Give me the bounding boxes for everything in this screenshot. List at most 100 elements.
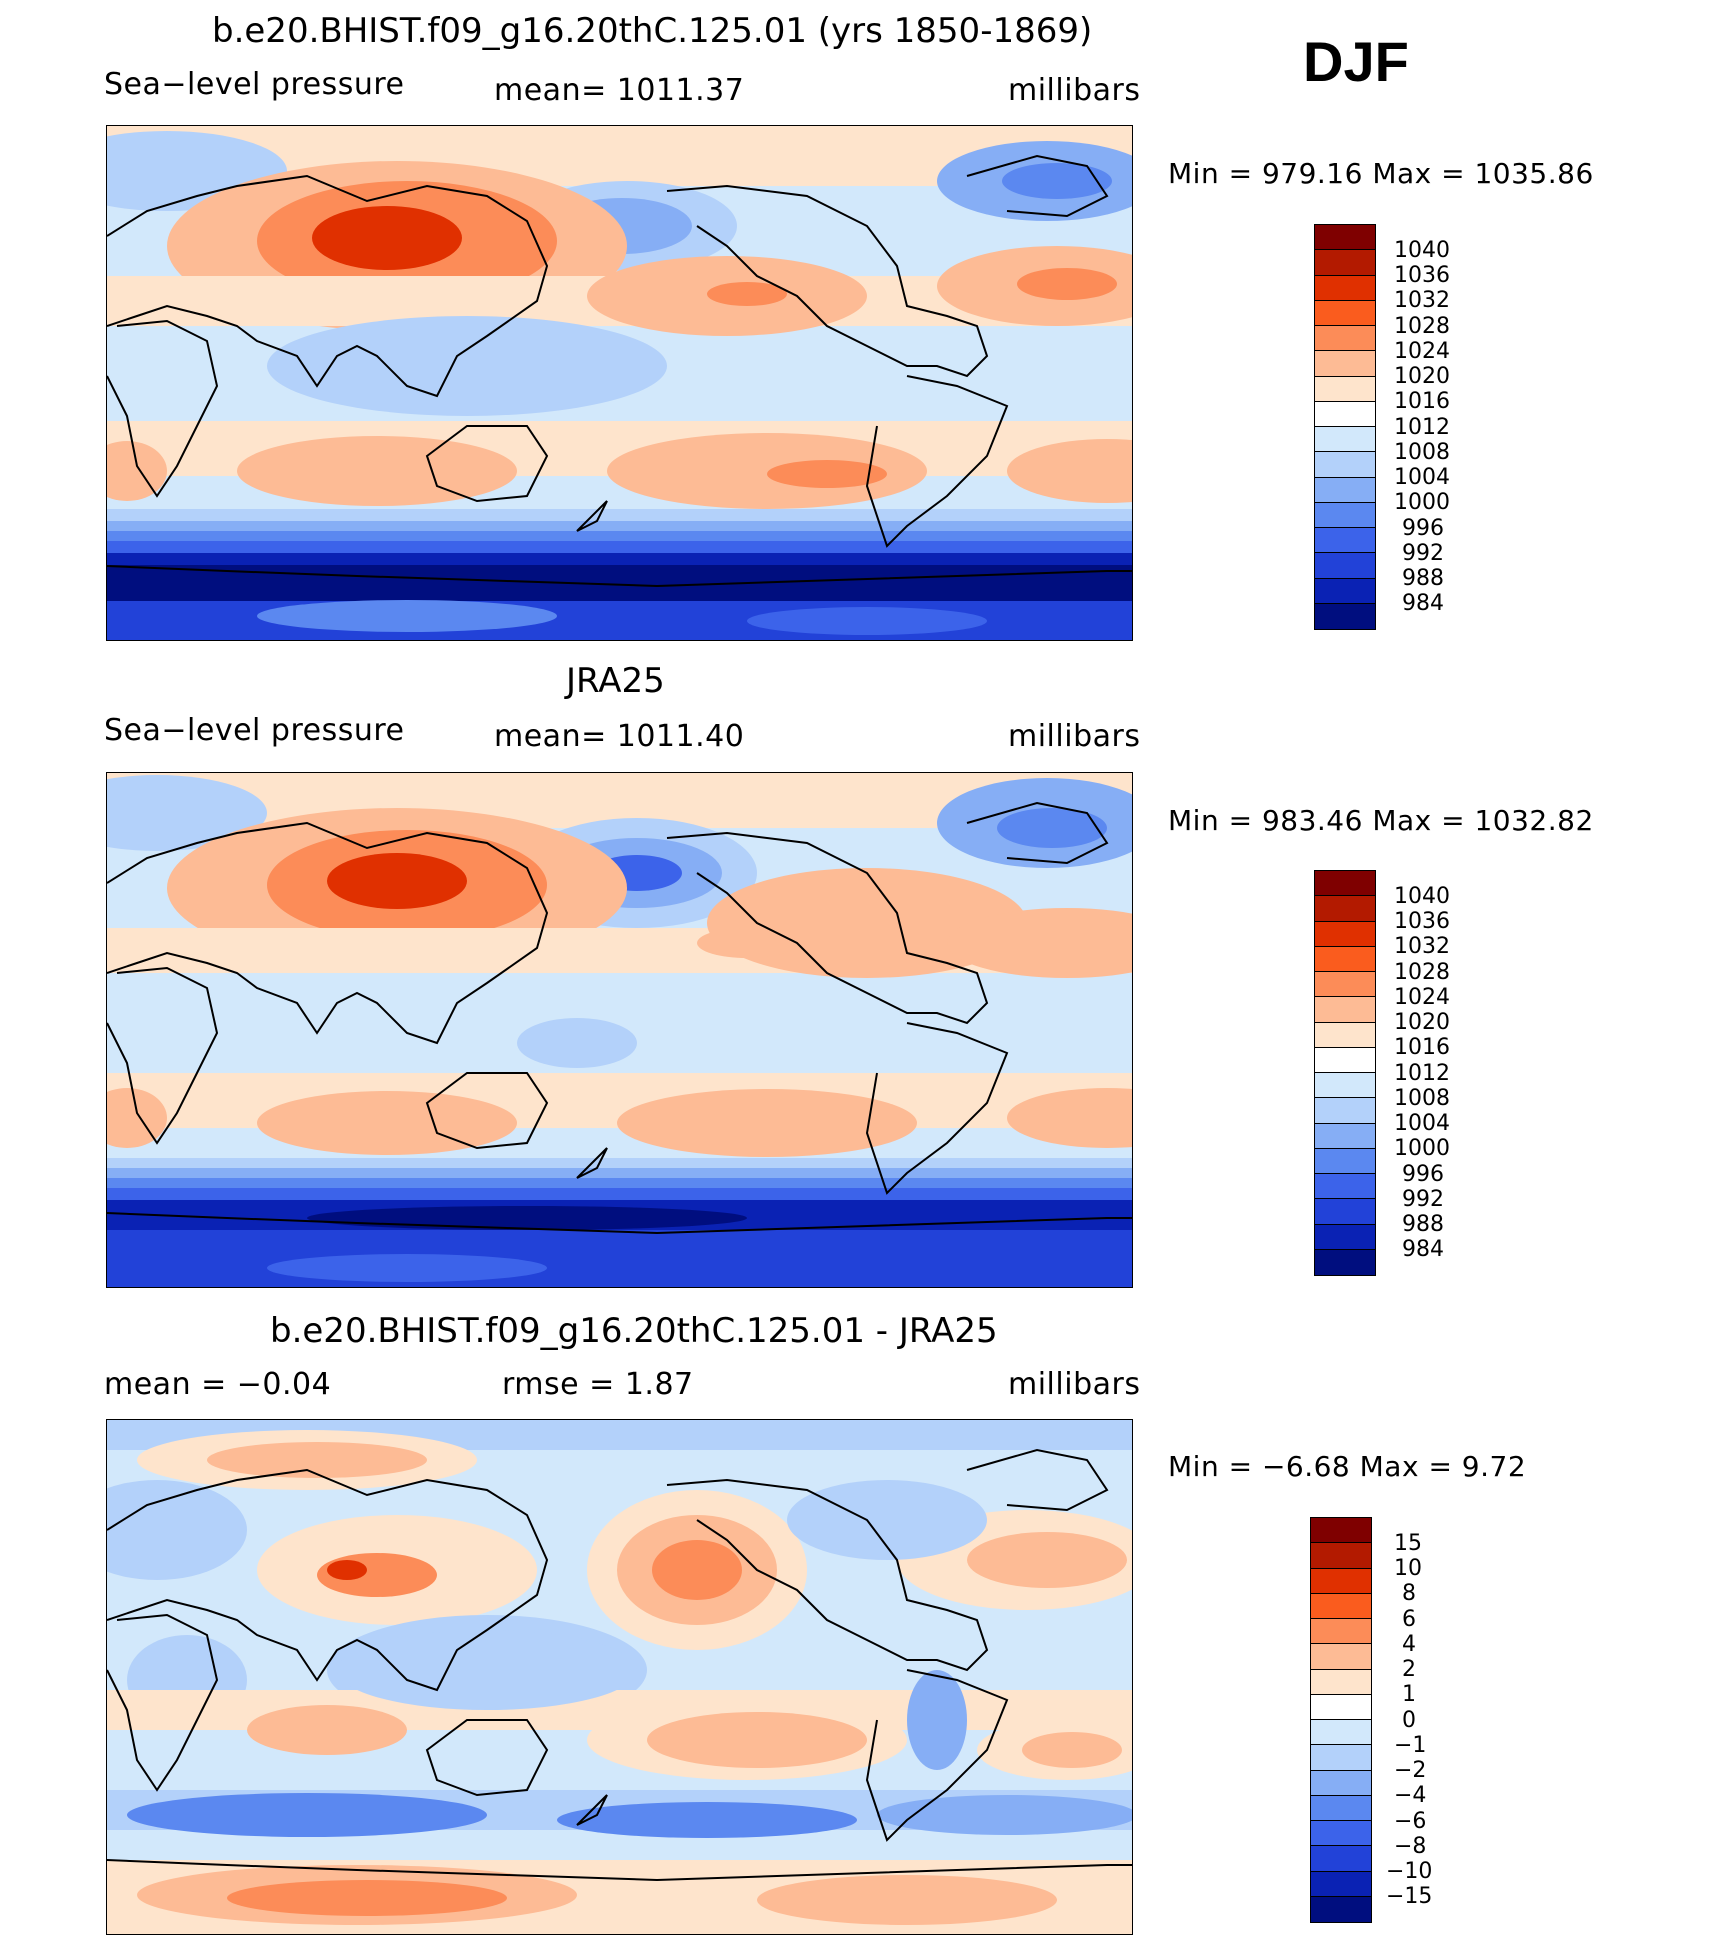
panel-3-colorbar-label: 0 — [1402, 1708, 1416, 1733]
colorbar-swatch — [1311, 1518, 1371, 1544]
panel-3-colorbar-label: 8 — [1402, 1581, 1416, 1606]
colorbar-swatch — [1315, 300, 1375, 326]
panel-1-colorbar-label: 1028 — [1394, 314, 1450, 339]
colorbar-swatch — [1315, 1098, 1375, 1124]
colorbar-swatch — [1315, 921, 1375, 947]
colorbar-swatch — [1315, 1148, 1375, 1174]
panel-3-colorbar-label: −10 — [1386, 1859, 1433, 1884]
panel-3-title: b.e20.BHIST.f09_g16.20thC.125.01 - JRA25 — [270, 1311, 998, 1351]
panel-1-colorbar-label: 992 — [1402, 541, 1444, 566]
panel-1-mean-label: mean= 1011.37 — [494, 73, 745, 108]
colorbar-swatch — [1311, 1543, 1371, 1569]
panel-1-colorbar-label: 1008 — [1394, 440, 1450, 465]
panel-2-colorbar-label: 1008 — [1394, 1086, 1450, 1111]
panel-1-title: b.e20.BHIST.f09_g16.20thC.125.01 (yrs 18… — [212, 11, 1093, 51]
panel-2-colorbar-label: 984 — [1402, 1237, 1444, 1262]
panel-1-colorbar-label: 1004 — [1394, 465, 1450, 490]
panel-3-units-label: millibars — [1008, 1367, 1141, 1402]
colorbar-swatch — [1315, 1199, 1375, 1225]
colorbar-swatch — [1315, 1047, 1375, 1073]
colorbar-swatch — [1315, 997, 1375, 1023]
colorbar-swatch — [1315, 1022, 1375, 1048]
colorbar-swatch — [1311, 1846, 1371, 1872]
colorbar-swatch — [1315, 376, 1375, 402]
panel-1-colorbar-label: 984 — [1402, 591, 1444, 616]
colorbar-swatch — [1315, 1123, 1375, 1149]
panel-2-colorbar-label: 1020 — [1394, 1010, 1450, 1035]
panel-1-colorbar-label: 1024 — [1394, 339, 1450, 364]
colorbar-swatch — [1311, 1821, 1371, 1847]
panel-3-colorbar-label: −15 — [1386, 1884, 1433, 1909]
panel-2-colorbar-label: 992 — [1402, 1187, 1444, 1212]
panel-3-rmse-label: rmse = 1.87 — [502, 1367, 694, 1402]
panel-1-colorbar-label: 1020 — [1394, 364, 1450, 389]
panel-2-colorbar-label: 1024 — [1394, 985, 1450, 1010]
colorbar-swatch — [1315, 896, 1375, 922]
panel-2-colorbar-label: 1040 — [1394, 884, 1450, 909]
panel-3-colorbar-label: 1 — [1402, 1682, 1416, 1707]
panel-1-colorbar-label: 1040 — [1394, 238, 1450, 263]
colorbar-swatch — [1315, 578, 1375, 604]
panel-3-colorbar — [1310, 1517, 1372, 1923]
season-label: DJF — [1303, 30, 1409, 93]
panel-1-variable-label: Sea−level pressure — [104, 67, 405, 102]
panel-2-variable-label: Sea−level pressure — [104, 713, 405, 748]
colorbar-swatch — [1315, 401, 1375, 427]
colorbar-swatch — [1315, 528, 1375, 554]
panel-3-colorbar-label: −4 — [1394, 1783, 1427, 1808]
panel-2-units-label: millibars — [1008, 719, 1141, 754]
panel-3-colorbar-label: −2 — [1394, 1758, 1427, 1783]
panel-1-colorbar-label: 1032 — [1394, 288, 1450, 313]
colorbar-swatch — [1315, 946, 1375, 972]
panel-1-colorbar-label: 1000 — [1394, 490, 1450, 515]
colorbar-swatch — [1311, 1871, 1371, 1897]
panel-3-map-field — [107, 1420, 1132, 1934]
colorbar-swatch — [1315, 603, 1375, 629]
colorbar-swatch — [1315, 452, 1375, 478]
colorbar-swatch — [1311, 1669, 1371, 1695]
colorbar-swatch — [1311, 1644, 1371, 1670]
colorbar-swatch — [1315, 477, 1375, 503]
colorbar-swatch — [1315, 871, 1375, 897]
panel-3-minmax: Min = −6.68 Max = 9.72 — [1168, 1450, 1527, 1483]
colorbar-swatch — [1311, 1694, 1371, 1720]
colorbar-swatch — [1311, 1593, 1371, 1619]
colorbar-swatch — [1315, 1073, 1375, 1099]
colorbar-swatch — [1315, 972, 1375, 998]
panel-3-colorbar-label: 15 — [1394, 1531, 1422, 1556]
panel-2-colorbar-label: 1000 — [1394, 1136, 1450, 1161]
colorbar-swatch — [1311, 1619, 1371, 1645]
panel-3-colorbar-label: −1 — [1394, 1733, 1427, 1758]
panel-2-map — [106, 772, 1133, 1288]
panel-2-colorbar-label: 1012 — [1394, 1061, 1450, 1086]
panel-2-colorbar-label: 988 — [1402, 1212, 1444, 1237]
panel-1-colorbar-label: 1012 — [1394, 415, 1450, 440]
colorbar-swatch — [1315, 553, 1375, 579]
panel-2-colorbar-label: 1016 — [1394, 1035, 1450, 1060]
panel-1-colorbar-label: 1016 — [1394, 389, 1450, 414]
panel-2-colorbar-label: 996 — [1402, 1162, 1444, 1187]
panel-3-colorbar-label: −8 — [1394, 1834, 1427, 1859]
panel-1-map — [106, 125, 1133, 641]
panel-1-colorbar-label: 988 — [1402, 566, 1444, 591]
colorbar-swatch — [1315, 1224, 1375, 1250]
panel-3-mean-label: mean = −0.04 — [104, 1367, 332, 1402]
colorbar-swatch — [1315, 326, 1375, 352]
panel-2-colorbar-label: 1036 — [1394, 909, 1450, 934]
colorbar-swatch — [1311, 1745, 1371, 1771]
panel-1-colorbar-label: 1036 — [1394, 263, 1450, 288]
panel-3-colorbar-label: 10 — [1394, 1556, 1422, 1581]
colorbar-swatch — [1311, 1770, 1371, 1796]
panel-3-map — [106, 1419, 1133, 1935]
panel-3-colorbar-label: −6 — [1394, 1809, 1427, 1834]
panel-2-colorbar-label: 1004 — [1394, 1111, 1450, 1136]
panel-2-minmax: Min = 983.46 Max = 1032.82 — [1168, 804, 1594, 837]
panel-1-colorbar — [1314, 224, 1376, 630]
panel-1-map-field — [107, 126, 1132, 640]
panel-2-colorbar-label: 1028 — [1394, 960, 1450, 985]
colorbar-swatch — [1315, 275, 1375, 301]
colorbar-swatch — [1311, 1720, 1371, 1746]
colorbar-swatch — [1315, 351, 1375, 377]
panel-3-colorbar-label: 2 — [1402, 1657, 1416, 1682]
colorbar-swatch — [1315, 502, 1375, 528]
